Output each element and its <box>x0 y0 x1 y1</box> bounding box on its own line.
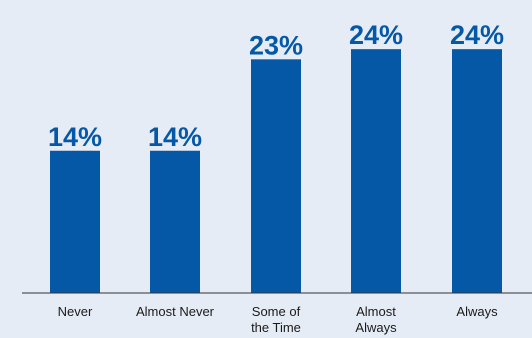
category-label-5: Always <box>456 304 498 319</box>
category-label-3: Some of the Time <box>251 304 301 335</box>
bar-5 <box>452 49 502 293</box>
category-label-line: Some of <box>252 304 301 319</box>
bar-4 <box>351 49 401 293</box>
category-label-4: Almost Always <box>355 304 397 335</box>
category-label-1: Never <box>58 304 93 319</box>
category-label-2: Almost Never <box>136 304 215 319</box>
data-labels-group: 14% 14% 23% 24% 24% <box>48 20 504 152</box>
data-label-5: 24% <box>450 20 504 50</box>
category-label-line: Almost <box>356 304 396 319</box>
bars-group <box>50 49 502 293</box>
bar-2 <box>150 150 200 293</box>
category-label-line: the Time <box>251 320 301 335</box>
data-label-3: 23% <box>249 30 303 60</box>
data-label-1: 14% <box>48 122 102 152</box>
bar-1 <box>50 150 100 293</box>
category-label-line: Never <box>58 304 93 319</box>
bar-3 <box>251 59 301 293</box>
category-label-line: Always <box>355 320 397 335</box>
category-label-line: Always <box>456 304 498 319</box>
data-label-2: 14% <box>148 122 202 152</box>
data-label-4: 24% <box>349 20 403 50</box>
category-label-line: Almost Never <box>136 304 215 319</box>
